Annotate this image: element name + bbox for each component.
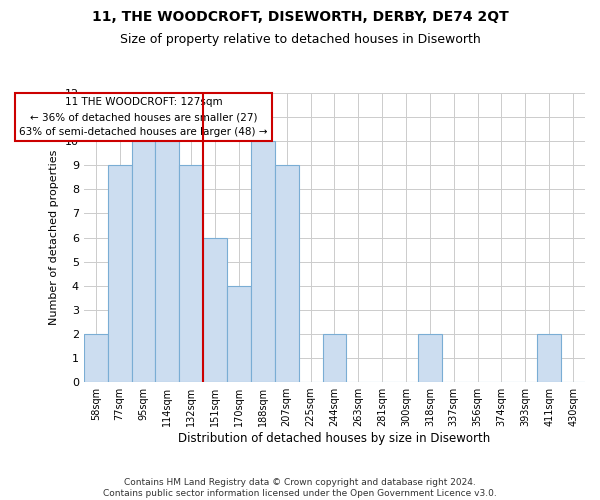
Bar: [131, 141, 155, 382]
Bar: [203, 238, 227, 382]
Bar: [537, 334, 561, 382]
Text: 11 THE WOODCROFT: 127sqm
← 36% of detached houses are smaller (27)
63% of semi-d: 11 THE WOODCROFT: 127sqm ← 36% of detach…: [19, 98, 268, 137]
Text: Contains HM Land Registry data © Crown copyright and database right 2024.
Contai: Contains HM Land Registry data © Crown c…: [103, 478, 497, 498]
Bar: [84, 334, 108, 382]
Bar: [179, 166, 203, 382]
Bar: [275, 166, 299, 382]
Bar: [108, 166, 131, 382]
Bar: [323, 334, 346, 382]
Text: 11, THE WOODCROFT, DISEWORTH, DERBY, DE74 2QT: 11, THE WOODCROFT, DISEWORTH, DERBY, DE7…: [92, 10, 508, 24]
Bar: [227, 286, 251, 382]
Bar: [155, 141, 179, 382]
X-axis label: Distribution of detached houses by size in Diseworth: Distribution of detached houses by size …: [178, 432, 491, 445]
Bar: [251, 141, 275, 382]
Bar: [418, 334, 442, 382]
Text: Size of property relative to detached houses in Diseworth: Size of property relative to detached ho…: [119, 32, 481, 46]
Y-axis label: Number of detached properties: Number of detached properties: [49, 150, 59, 325]
